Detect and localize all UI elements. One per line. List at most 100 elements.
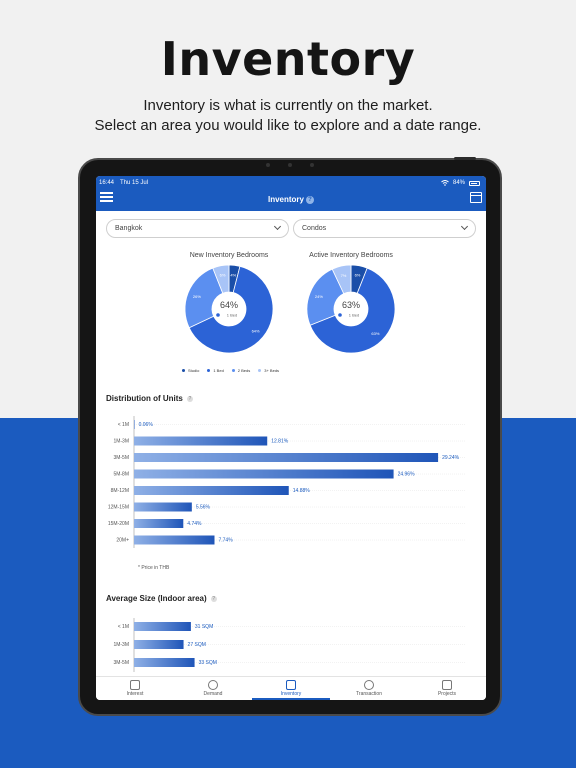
bar[interactable]: [134, 420, 135, 429]
donut-slice-label: 24%: [315, 294, 323, 299]
category-label: 20M+: [116, 538, 129, 544]
donut-slice-3-beds[interactable]: [212, 264, 230, 294]
donut-center-label: 1 Bed: [227, 313, 237, 318]
tab-inventory[interactable]: Inventory: [252, 677, 330, 700]
tab-label: Projects: [437, 691, 457, 697]
donut-legend: Studio 1 Bed 2 Beds 3+ Beds: [182, 368, 279, 373]
donut-center-dot: [338, 313, 342, 317]
bar-value-label: 4.74%: [187, 521, 202, 527]
bar-value-label: 12.81%: [271, 439, 289, 445]
donut-slice-2-beds[interactable]: [306, 268, 345, 326]
donut-slice-label: 4%: [230, 272, 236, 277]
category-label: 1M-3M: [113, 642, 129, 648]
bar-value-label: 31 SQM: [195, 624, 213, 630]
property-type-value: Condos: [302, 225, 327, 232]
donut-slice-label: 6%: [355, 273, 361, 278]
bar-value-label: 29.24%: [442, 455, 460, 461]
tab-label: Transaction: [356, 691, 382, 697]
bar[interactable]: [134, 486, 289, 495]
donut-slice-1-bed[interactable]: [188, 265, 274, 354]
average-size-title: Average Size (Indoor area)?: [106, 594, 217, 603]
average-size-chart: < 1M 31 SQM 1M-3M 27 SQM 3M-5M 33 SQM: [113, 618, 466, 672]
bar[interactable]: [134, 519, 184, 528]
active-inventory-donut: 6% 63% 24% 7% 63% 1 Bed: [306, 264, 396, 354]
donut-center-dot: [216, 313, 220, 317]
legend-studio: Studio: [182, 368, 199, 373]
category-label: 15M-20M: [108, 521, 129, 527]
bar[interactable]: [134, 535, 215, 545]
tab-transaction[interactable]: Transaction: [330, 677, 408, 700]
promo-subtitle-line1: Inventory is what is currently on the ma…: [143, 97, 433, 114]
category-label: < 1M: [118, 624, 129, 630]
list-icon: [442, 680, 452, 690]
bottom-tab-bar: Interest Demand Inventory Transaction Projec…: [96, 676, 486, 700]
page-title-text: Inventory: [267, 195, 304, 204]
new-inventory-donut: 4% 64% 26% 6% 64% 1 Bed: [184, 264, 274, 354]
bar[interactable]: [134, 502, 192, 512]
bar-value-label: 0.06%: [139, 422, 154, 428]
dollar-icon: [364, 680, 374, 690]
category-label: 5M-8M: [113, 472, 129, 478]
donut-center: [212, 292, 246, 326]
tab-label: Interest: [126, 691, 144, 697]
tab-projects[interactable]: Projects: [408, 677, 486, 700]
category-label: 12M-15M: [108, 505, 129, 511]
promo-subtitle-line2: Select an area you would like to explore…: [94, 117, 482, 134]
bar[interactable]: [134, 640, 184, 649]
bar-value-label: 24.96%: [398, 472, 416, 478]
legend-2-beds: 2 Beds: [231, 368, 250, 373]
donut-slice-2-beds[interactable]: [184, 267, 224, 329]
tab-label: Demand: [203, 691, 223, 697]
chevron-down-icon: [460, 222, 469, 231]
building-icon: [286, 680, 296, 690]
donut-slice-label: 64%: [252, 328, 260, 333]
bar[interactable]: [134, 658, 195, 667]
active-inventory-title: Active Inventory Bedrooms: [309, 252, 393, 259]
status-time: 16:44: [99, 180, 115, 186]
bar-value-label: 27 SQM: [188, 642, 206, 648]
property-type-select[interactable]: Condos: [293, 219, 476, 238]
distribution-title: Distribution of Units?: [106, 394, 193, 403]
area-select-value: Bangkok: [115, 225, 143, 232]
bar-value-label: 7.74%: [218, 538, 233, 544]
category-label: 3M-5M: [113, 455, 129, 461]
donut-slice-3-beds[interactable]: [331, 264, 352, 295]
calendar-icon[interactable]: [470, 192, 482, 203]
menu-icon[interactable]: [100, 192, 113, 202]
bar[interactable]: [134, 622, 191, 631]
tab-demand[interactable]: Demand: [174, 677, 252, 700]
donut-slice-label: 6%: [220, 273, 226, 278]
distribution-chart: < 1M 0.06% 1M-3M 12.81% 3M-5M 29.24% 5M-8M 24.9…: [108, 416, 466, 548]
bar-value-label: 5.56%: [196, 505, 211, 511]
battery-percent: 84%: [452, 180, 465, 186]
promo-subtitle: Inventory is what is currently on the ma…: [0, 96, 576, 136]
tab-label: Inventory: [280, 691, 302, 697]
status-date: Thu 15 Jul: [120, 180, 149, 186]
legend-1-bed: 1 Bed: [207, 368, 224, 373]
donut-slice-label: 63%: [371, 331, 379, 336]
donut-slice-1-bed[interactable]: [309, 267, 396, 354]
category-label: 8M-12M: [111, 488, 129, 494]
category-label: 1M-3M: [113, 439, 129, 445]
donut-center-value: 64%: [220, 300, 238, 310]
help-icon[interactable]: ?: [210, 595, 217, 602]
donut-slice-label: 7%: [341, 273, 347, 278]
legend-3-plus-beds: 3+ Beds: [258, 368, 279, 373]
bar[interactable]: [134, 469, 394, 479]
power-button: [454, 157, 476, 160]
wifi-icon: [441, 180, 449, 186]
tab-interest[interactable]: Interest: [96, 677, 174, 700]
category-label: 3M-5M: [113, 660, 129, 666]
bar[interactable]: [134, 436, 268, 446]
new-inventory-title: New Inventory Bedrooms: [189, 252, 269, 259]
camera-bar: [266, 162, 314, 168]
category-label: < 1M: [118, 422, 129, 428]
donut-center-label: 1 Bed: [349, 313, 359, 318]
help-icon[interactable]: ?: [306, 195, 314, 204]
status-bar: 16:44 Thu 15 Jul: [99, 180, 148, 186]
help-icon[interactable]: ?: [186, 395, 193, 402]
bar[interactable]: [134, 453, 439, 462]
promo-title: Inventory: [160, 32, 416, 86]
area-select[interactable]: Bangkok: [106, 219, 289, 238]
pie-chart-icon: [208, 680, 218, 690]
